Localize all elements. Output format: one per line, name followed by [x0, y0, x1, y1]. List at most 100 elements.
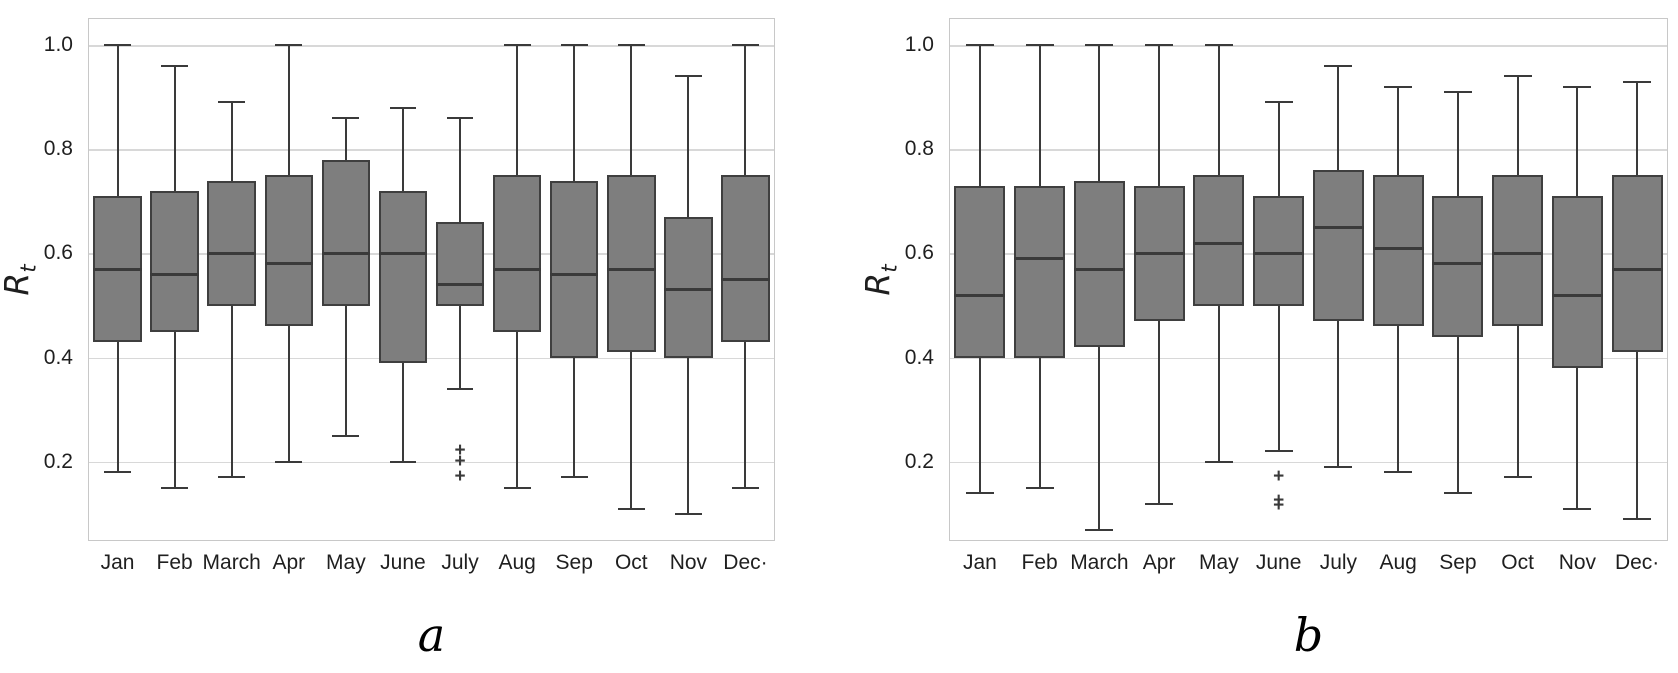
box-nov — [664, 216, 713, 358]
upper-whisker-cap — [1204, 44, 1233, 47]
box-sep — [549, 180, 599, 358]
upper-whisker — [173, 65, 176, 191]
lower-whisker-cap — [503, 486, 531, 489]
median-line — [321, 251, 371, 255]
upper-whisker-cap — [1563, 85, 1592, 88]
upper-whisker — [287, 45, 290, 176]
box-march — [207, 180, 256, 306]
lower-whisker-cap — [275, 460, 303, 463]
upper-whisker-cap — [446, 116, 474, 119]
y-tick-label: 0.8 — [904, 137, 934, 161]
upper-whisker — [1098, 45, 1101, 181]
upper-whisker-cap — [275, 44, 303, 47]
upper-whisker-cap — [1623, 80, 1652, 83]
box-jan — [954, 185, 1006, 358]
x-tick-label: March — [202, 551, 261, 574]
median-line — [1611, 267, 1663, 271]
y-tick-label: 0.4 — [904, 345, 934, 369]
x-tick-label: July — [1319, 551, 1358, 574]
x-tick-label: Aug — [498, 551, 536, 574]
median-line — [1372, 246, 1424, 250]
upper-whisker-cap — [389, 106, 417, 109]
upper-whisker-cap — [1324, 64, 1353, 67]
panel-a: Rt 1.0 0.8 0.6 0.4 0.2 Jan Feb March Apr May June +… — [0, 18, 775, 662]
x-tick-label: Jan — [962, 551, 997, 574]
lower-whisker — [230, 305, 233, 478]
upper-whisker-cap — [1384, 85, 1413, 88]
upper-whisker — [1277, 102, 1280, 197]
x-tick-label: Nov — [669, 551, 708, 574]
lower-whisker-cap — [1623, 518, 1652, 521]
lower-whisker — [1516, 326, 1519, 478]
upper-whisker-cap — [560, 44, 588, 47]
gridline — [950, 461, 1667, 464]
lower-whisker-cap — [1264, 450, 1293, 453]
median-line — [1133, 251, 1185, 255]
y-tick-label: 1.0 — [904, 33, 934, 57]
median-line — [607, 267, 656, 271]
upper-whisker-cap — [965, 44, 994, 47]
upper-whisker-cap — [1145, 44, 1174, 47]
box-july — [1312, 170, 1364, 322]
x-tick-label: Dec· — [723, 551, 768, 574]
lower-whisker — [1217, 305, 1220, 462]
y-tick-label: 0.6 — [43, 241, 73, 265]
lower-whisker-cap — [674, 512, 702, 515]
lower-whisker-cap — [161, 486, 189, 489]
lower-whisker-cap — [1503, 476, 1532, 479]
lower-whisker — [687, 357, 690, 514]
lower-whisker — [978, 357, 981, 494]
panel-label-b: b — [1293, 608, 1324, 662]
x-tick-label: Feb — [1021, 551, 1058, 574]
x-tick-label: March — [1070, 551, 1129, 574]
y-tick-label: 1.0 — [43, 33, 73, 57]
lower-whisker-cap — [332, 434, 360, 437]
upper-whisker-cap — [617, 44, 645, 47]
x-tick-label: Apr — [1142, 551, 1176, 574]
panel-label-a: a — [417, 608, 446, 662]
x-tick-label: June — [1255, 551, 1302, 574]
upper-whisker-cap — [218, 101, 246, 104]
lower-whisker-cap — [389, 460, 417, 463]
box-nov — [1551, 196, 1603, 369]
box-june — [378, 190, 428, 363]
median-line — [1551, 293, 1603, 297]
x-tick-label: Feb — [156, 551, 193, 574]
box-march — [1073, 180, 1125, 348]
lower-whisker — [287, 326, 290, 462]
median-line — [1014, 257, 1065, 261]
upper-whisker — [630, 45, 633, 176]
lower-whisker — [116, 342, 119, 473]
lower-whisker — [1098, 347, 1101, 530]
lower-whisker-cap — [617, 507, 645, 510]
lower-whisker — [1636, 352, 1639, 520]
gridline — [89, 149, 774, 151]
median-line — [664, 288, 713, 292]
x-tick-label: Sep — [555, 551, 593, 574]
x-tick-label: July — [441, 551, 479, 574]
median-line — [264, 262, 314, 266]
upper-whisker — [573, 45, 576, 181]
upper-whisker — [1337, 65, 1340, 171]
x-tick-label: Dec· — [1614, 551, 1660, 574]
upper-whisker — [1516, 76, 1519, 176]
upper-whisker — [401, 107, 404, 191]
median-line — [1492, 251, 1543, 255]
upper-whisker-cap — [332, 116, 360, 119]
upper-whisker — [230, 102, 233, 181]
lower-whisker — [1337, 321, 1340, 468]
median-line — [954, 293, 1006, 297]
box-apr — [264, 175, 314, 327]
upper-whisker — [116, 45, 119, 197]
lower-whisker — [744, 342, 747, 488]
upper-whisker-cap — [503, 44, 531, 47]
box-aug — [1372, 175, 1424, 327]
upper-whisker-cap — [674, 75, 702, 78]
lower-whisker-cap — [560, 476, 588, 479]
box-june — [1253, 196, 1304, 306]
upper-whisker-cap — [1085, 44, 1114, 47]
upper-whisker — [1456, 91, 1459, 197]
lower-whisker-cap — [1384, 471, 1413, 474]
x-tick-label: Apr — [272, 551, 306, 574]
median-line — [1193, 241, 1245, 245]
